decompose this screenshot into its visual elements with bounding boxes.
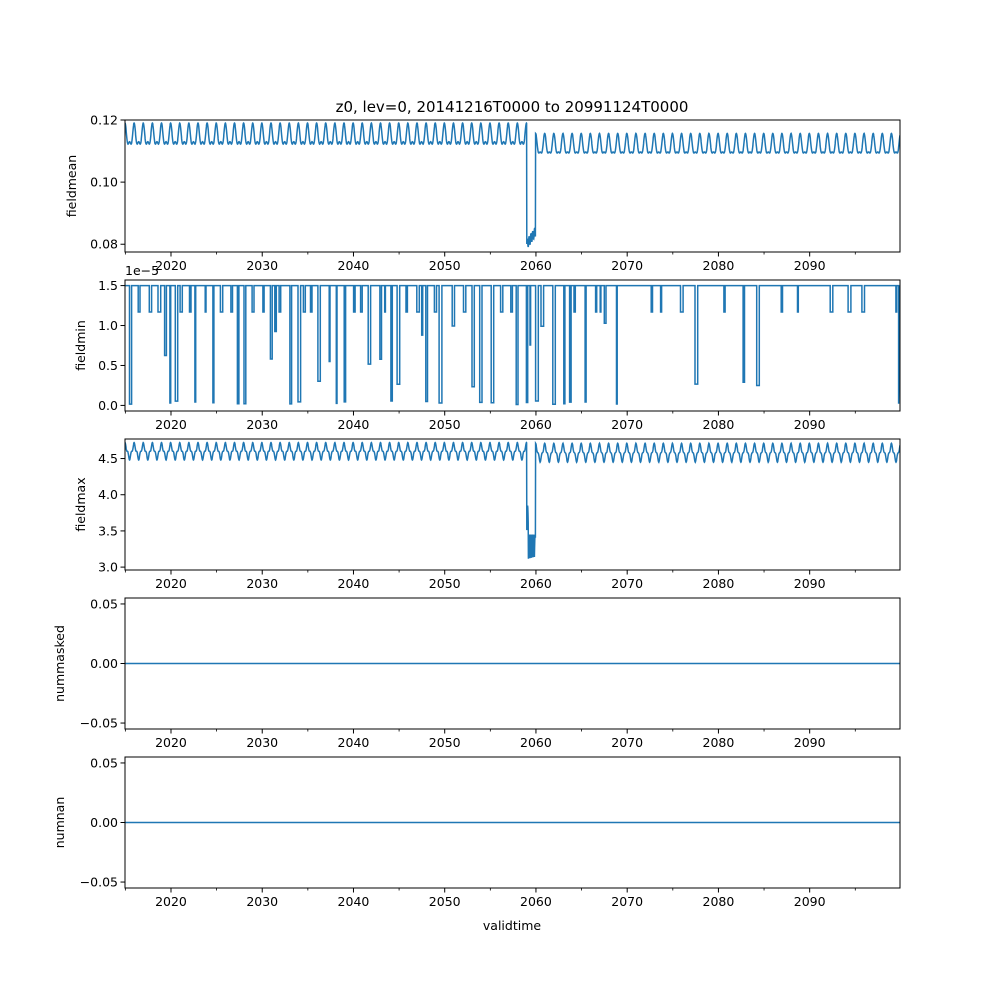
y-axis-label-nummasked: nummasked — [52, 625, 67, 702]
x-tick-label: 2030 — [246, 258, 278, 273]
x-tick-label: 2080 — [703, 894, 735, 909]
panel-fieldmean: 2020 2030 2040 2050 2060 2070 2080 2090 0.08 0.10… — [64, 113, 901, 273]
axes-frame-fieldmean — [124, 119, 901, 253]
y-tick-label: 0.10 — [90, 175, 118, 190]
panel-numnan: 2020 2030 2040 2050 2060 2070 2080 2090 −0.05 0.0… — [52, 755, 901, 909]
x-tick-label: 2050 — [429, 735, 461, 750]
x-tick-label: 2040 — [338, 894, 370, 909]
y-tick-label: 1.5 — [98, 278, 118, 293]
x-tick-label: 2090 — [794, 258, 826, 273]
y-tick-label: 0.05 — [90, 755, 118, 770]
x-tick-label: 2040 — [338, 576, 370, 591]
y-offset-text: 1e−5 — [125, 263, 159, 278]
x-tick-label: 2050 — [429, 894, 461, 909]
y-tick-label: 0.08 — [90, 237, 118, 252]
x-tick-label: 2060 — [520, 894, 552, 909]
y-tick-label: 3.0 — [98, 560, 118, 575]
panel-fieldmax: 2020 2030 2040 2050 2060 2070 2080 2090 3.0 3.5 4.… — [73, 438, 901, 591]
y-tick-label: 0.00 — [90, 815, 118, 830]
y-axis-label-fieldmean: fieldmean — [64, 155, 79, 217]
x-tick-label: 2030 — [246, 576, 278, 591]
y-tick-label: 0.05 — [90, 596, 118, 611]
x-tick-label: 2090 — [794, 576, 826, 591]
y-axis-label-numnan: numnan — [52, 797, 67, 849]
x-tick-label: 2050 — [429, 258, 461, 273]
x-tick-label: 2030 — [246, 894, 278, 909]
x-tick-label: 2020 — [155, 417, 187, 432]
x-tick-label: 2080 — [703, 735, 735, 750]
x-tick-label: 2030 — [246, 417, 278, 432]
y-tick-label: 0.12 — [90, 113, 118, 128]
y-tick-label: −0.05 — [80, 716, 118, 731]
panels: 2020 2030 2040 2050 2060 2070 2080 2090 0.08 0.10… — [52, 113, 901, 909]
x-axis-label: validtime — [483, 918, 541, 933]
series-line-fieldmax — [125, 440, 900, 559]
y-tick-label: 3.5 — [98, 523, 118, 538]
x-tick-label: 2020 — [155, 894, 187, 909]
x-tick-label: 2090 — [794, 417, 826, 432]
x-tick-label: 2050 — [429, 417, 461, 432]
y-tick-label: 0.0 — [98, 398, 118, 413]
x-tick-label: 2060 — [520, 576, 552, 591]
x-tick-label: 2040 — [338, 735, 370, 750]
axes-frame-fieldmax — [124, 438, 901, 571]
y-tick-label: 4.0 — [98, 487, 118, 502]
x-tick-label: 2070 — [611, 894, 643, 909]
x-tick-label: 2060 — [520, 258, 552, 273]
x-tick-label: 2050 — [429, 576, 461, 591]
axes-frame-fieldmin — [124, 279, 901, 412]
x-tick-label: 2070 — [611, 258, 643, 273]
series-line-fieldmean — [125, 121, 900, 248]
x-tick-label: 2030 — [246, 735, 278, 750]
x-tick-label: 2020 — [155, 735, 187, 750]
x-tick-label: 2090 — [794, 735, 826, 750]
y-tick-label: 0.00 — [90, 656, 118, 671]
x-tick-label: 2090 — [794, 894, 826, 909]
y-axis-label-fieldmin: fieldmin — [73, 320, 88, 371]
y-tick-label: −0.05 — [80, 875, 118, 890]
x-tick-label: 2070 — [611, 576, 643, 591]
chart-title: z0, lev=0, 20141216T0000 to 20991124T000… — [336, 98, 689, 116]
y-tick-label: 4.5 — [98, 451, 118, 466]
panel-nummasked: 2020 2030 2040 2050 2060 2070 2080 2090 −0.05 0.0… — [52, 596, 901, 750]
x-tick-label: 2060 — [520, 735, 552, 750]
x-tick-label: 2020 — [155, 258, 187, 273]
y-tick-label: 0.5 — [98, 358, 118, 373]
x-tick-label: 2040 — [338, 417, 370, 432]
y-axis-label-fieldmax: fieldmax — [73, 477, 88, 531]
x-tick-label: 2080 — [703, 258, 735, 273]
x-tick-label: 2080 — [703, 576, 735, 591]
series-line-fieldmin — [125, 284, 900, 406]
x-tick-label: 2060 — [520, 417, 552, 432]
x-tick-label: 2070 — [611, 735, 643, 750]
panel-fieldmin: 2020 2030 2040 2050 2060 2070 2080 2090 0.0 0.5 1.… — [73, 263, 901, 432]
y-tick-label: 1.0 — [98, 318, 118, 333]
x-tick-label: 2080 — [703, 417, 735, 432]
x-tick-label: 2020 — [155, 576, 187, 591]
x-tick-label: 2040 — [338, 258, 370, 273]
x-tick-label: 2070 — [611, 417, 643, 432]
